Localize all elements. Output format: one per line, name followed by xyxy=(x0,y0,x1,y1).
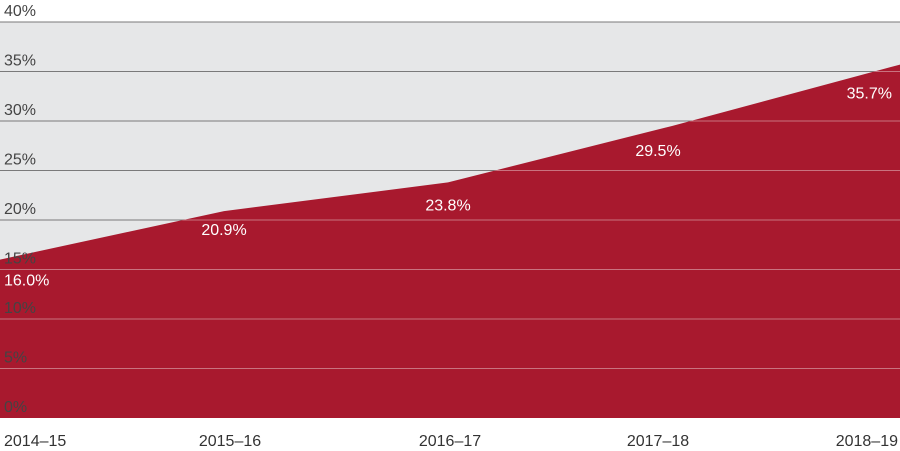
y-tick-label: 5% xyxy=(4,350,27,367)
x-tick-label: 2016–17 xyxy=(419,433,481,450)
data-labels: 16.0% 20.9% 23.8% 29.5% 35.7% xyxy=(4,86,892,290)
x-tick-label: 2017–18 xyxy=(627,433,689,450)
data-label: 20.9% xyxy=(201,222,246,239)
y-tick-label: 30% xyxy=(4,102,36,119)
data-label: 23.8% xyxy=(425,197,470,214)
y-tick-label: 0% xyxy=(4,399,27,416)
y-tick-label: 40% xyxy=(4,3,36,20)
x-tick-label: 2015–16 xyxy=(199,433,261,450)
y-tick-label: 15% xyxy=(4,251,36,268)
data-label: 16.0% xyxy=(4,273,49,290)
x-tick-label: 2018–19 xyxy=(836,433,898,450)
data-label: 35.7% xyxy=(847,86,892,103)
x-tick-label: 2014–15 xyxy=(4,433,66,450)
x-axis-tick-labels: 2014–15 2015–16 2016–17 2017–18 2018–19 xyxy=(4,433,898,450)
area-series xyxy=(0,64,900,418)
y-tick-label: 10% xyxy=(4,300,36,317)
y-tick-label: 20% xyxy=(4,201,36,218)
y-tick-label: 25% xyxy=(4,152,36,169)
data-label: 29.5% xyxy=(635,143,680,160)
y-axis-tick-labels: 0% 5% 10% 15% 20% 25% 30% 35% 40% xyxy=(4,3,36,416)
y-tick-label: 35% xyxy=(4,53,36,70)
